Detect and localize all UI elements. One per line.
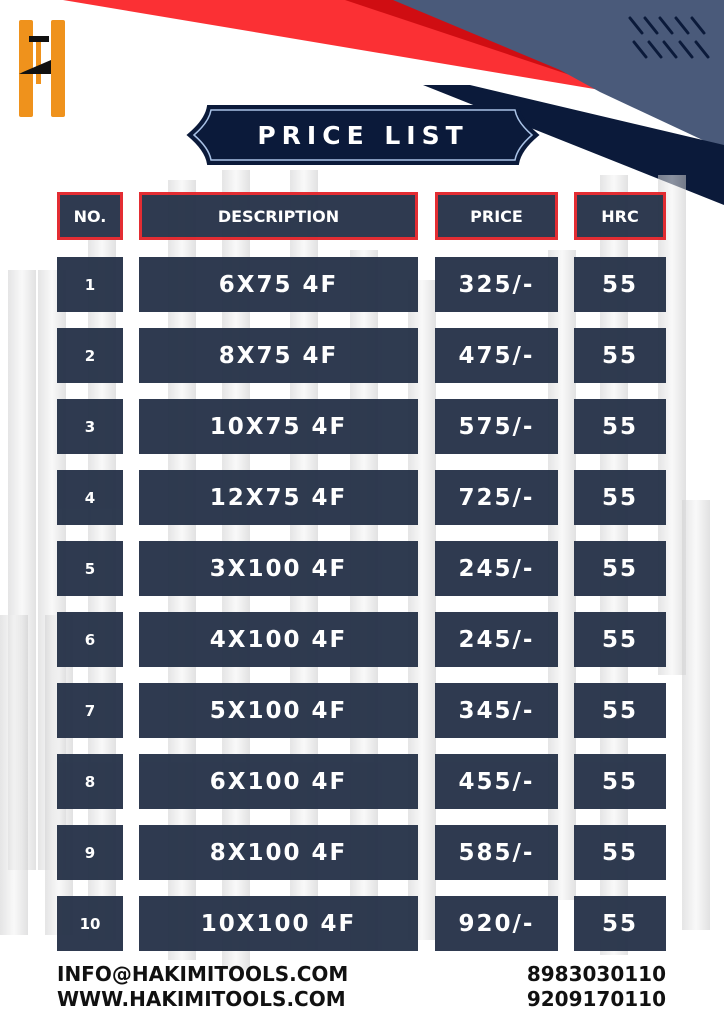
row-3-price: 575/- (435, 399, 558, 454)
row-1-description: 6X75 4F (139, 257, 418, 312)
footer-email: INFO@HAKIMITOOLS.COM (57, 962, 349, 986)
row-4-description: 12X75 4F (139, 470, 418, 525)
row-2-description: 8X75 4F (139, 328, 418, 383)
row-6-no: 6 (57, 612, 123, 667)
row-9-description: 8X100 4F (139, 825, 418, 880)
row-4-hrc: 55 (574, 470, 666, 525)
row-1-no: 1 (57, 257, 123, 312)
row-6-hrc: 55 (574, 612, 666, 667)
row-8-no: 8 (57, 754, 123, 809)
row-9-price: 585/- (435, 825, 558, 880)
row-1-price: 325/- (435, 257, 558, 312)
row-5-no: 5 (57, 541, 123, 596)
row-5-hrc: 55 (574, 541, 666, 596)
row-7-no: 7 (57, 683, 123, 738)
row-10-price: 920/- (435, 896, 558, 951)
row-3-description: 10X75 4F (139, 399, 418, 454)
header-hrc: HRC (574, 192, 666, 240)
row-10-description: 10X100 4F (139, 896, 418, 951)
row-4-no: 4 (57, 470, 123, 525)
row-3-no: 3 (57, 399, 123, 454)
row-5-description: 3X100 4F (139, 541, 418, 596)
row-8-description: 6X100 4F (139, 754, 418, 809)
row-8-hrc: 55 (574, 754, 666, 809)
price-list-title: PRICE LIST (186, 104, 540, 166)
row-9-hrc: 55 (574, 825, 666, 880)
row-6-price: 245/- (435, 612, 558, 667)
row-4-price: 725/- (435, 470, 558, 525)
row-2-no: 2 (57, 328, 123, 383)
header-no: NO. (57, 192, 123, 240)
footer-phone-1: 8983030110 (526, 962, 666, 986)
row-2-price: 475/- (435, 328, 558, 383)
end-mill-image (0, 615, 28, 935)
row-1-hrc: 55 (574, 257, 666, 312)
end-mill-image (682, 500, 710, 930)
row-6-description: 4X100 4F (139, 612, 418, 667)
row-7-hrc: 55 (574, 683, 666, 738)
row-10-hrc: 55 (574, 896, 666, 951)
header-price: PRICE (435, 192, 558, 240)
row-9-no: 9 (57, 825, 123, 880)
row-5-price: 245/- (435, 541, 558, 596)
row-10-no: 10 (57, 896, 123, 951)
row-7-description: 5X100 4F (139, 683, 418, 738)
row-8-price: 455/- (435, 754, 558, 809)
logo (19, 20, 65, 117)
row-2-hrc: 55 (574, 328, 666, 383)
footer-website: WWW.HAKIMITOOLS.COM (57, 987, 346, 1011)
header-description: DESCRIPTION (139, 192, 418, 240)
row-7-price: 345/- (435, 683, 558, 738)
dash-pattern (628, 16, 710, 59)
footer-phone-2: 9209170110 (526, 987, 666, 1011)
row-3-hrc: 55 (574, 399, 666, 454)
